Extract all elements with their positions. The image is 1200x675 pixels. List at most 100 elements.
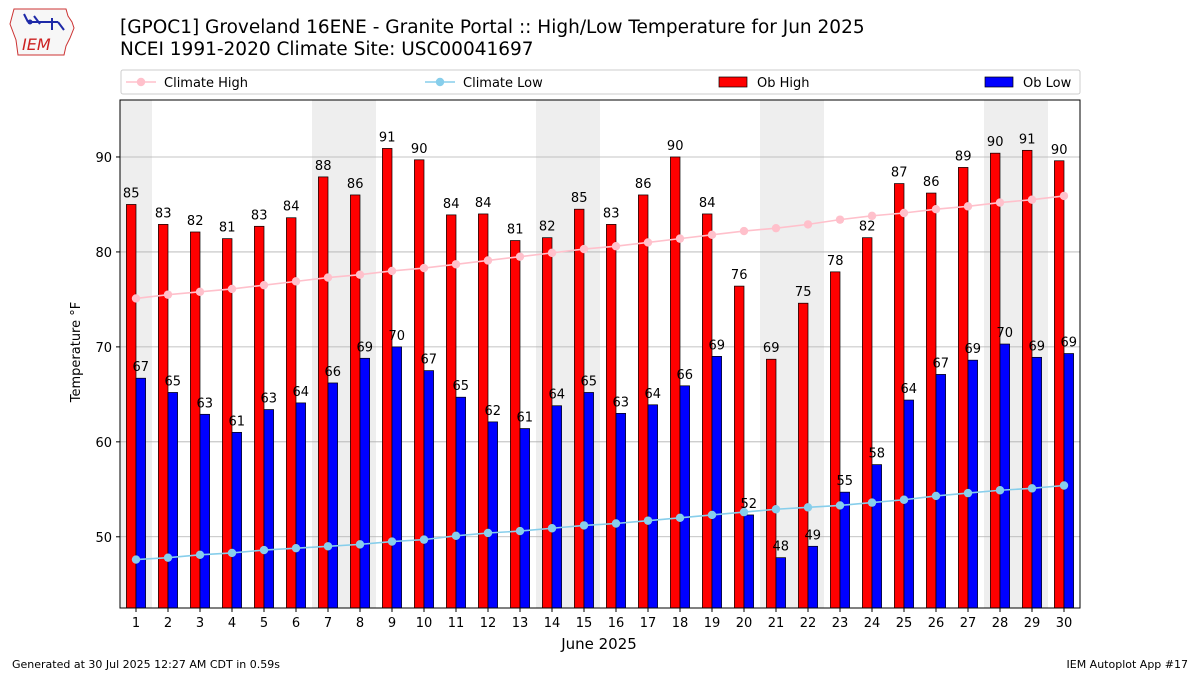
ob-high-label: 88 xyxy=(315,159,332,174)
climate-high-point xyxy=(835,215,845,224)
climate-high-point xyxy=(227,284,237,294)
ob-high-label: 85 xyxy=(123,186,140,201)
chart-subtitle: NCEI 1991-2020 Climate Site: USC00041697 xyxy=(120,39,534,60)
climate-high-point xyxy=(707,230,717,240)
climate-low-point xyxy=(835,501,845,510)
ob-high-label: 83 xyxy=(155,206,172,221)
legend-label: Ob High xyxy=(757,76,810,91)
x-tick-label: 28 xyxy=(992,616,1009,631)
ob-low-label: 67 xyxy=(133,360,150,375)
ob-low-bar xyxy=(647,404,658,609)
x-tick-label: 14 xyxy=(544,616,561,631)
ob-low-label: 61 xyxy=(229,414,246,429)
ob-high-bar xyxy=(542,237,553,609)
ob-high-label: 84 xyxy=(475,196,492,211)
x-tick-label: 27 xyxy=(960,616,977,631)
climate-high-point xyxy=(867,211,877,221)
ob-high-label: 81 xyxy=(219,221,236,236)
ob-low-bar xyxy=(679,385,690,609)
x-tick-label: 4 xyxy=(228,616,236,631)
ob-low-bar xyxy=(263,409,274,609)
ob-high-label: 76 xyxy=(731,268,748,283)
ob-high-bar xyxy=(126,204,137,609)
climate-low-point xyxy=(163,553,173,562)
climate-low-point xyxy=(195,550,205,560)
ob-high-bar xyxy=(158,224,169,609)
ob-high-bar xyxy=(958,167,969,609)
climate-high-point xyxy=(899,208,909,218)
ob-high-label: 81 xyxy=(507,223,524,238)
ob-low-bar xyxy=(359,357,370,609)
ob-low-label: 66 xyxy=(325,365,342,380)
chart-title-block: [GPOC1] Groveland 16ENE - Granite Portal… xyxy=(120,17,865,61)
ob-high-label: 86 xyxy=(923,175,940,190)
ob-low-label: 65 xyxy=(453,379,470,394)
y-axis-label: Temperature °F xyxy=(69,302,84,403)
ob-high-bar xyxy=(606,224,617,609)
ob-low-bar xyxy=(743,514,754,609)
ob-high-label: 91 xyxy=(1019,132,1036,147)
ob-low-bar xyxy=(711,356,722,609)
ob-low-bar xyxy=(199,413,210,609)
ob-high-label: 75 xyxy=(795,285,812,300)
ob-low-label: 66 xyxy=(677,368,694,383)
ob-low-label: 63 xyxy=(261,392,278,407)
ob-high-label: 90 xyxy=(411,142,428,157)
app-credit: IEM Autoplot App #17 xyxy=(1066,658,1189,671)
climate-low-point xyxy=(1027,484,1037,493)
ob-high-bar xyxy=(990,152,1001,609)
ob-high-label: 83 xyxy=(251,208,268,223)
climate-lines xyxy=(131,191,1069,564)
climate-high-point xyxy=(1027,195,1037,204)
plot-frame xyxy=(119,99,1081,609)
climate-high-point xyxy=(579,244,589,254)
x-tick-label: 30 xyxy=(1056,616,1073,631)
ob-low-bar xyxy=(423,370,434,609)
ob-high-label: 86 xyxy=(347,177,364,192)
ob-low-label: 69 xyxy=(1061,336,1078,351)
ob-low-bar xyxy=(519,428,530,609)
climate-low-point xyxy=(899,495,909,504)
ob-high-bar xyxy=(926,192,937,609)
x-tick-label: 6 xyxy=(292,616,300,631)
climate-low-point xyxy=(1059,481,1069,490)
y-tick-label: 80 xyxy=(95,246,112,261)
ob-low-label: 64 xyxy=(901,382,918,397)
ob-low-bar xyxy=(551,405,562,609)
generated-timestamp: Generated at 30 Jul 2025 12:27 AM CDT in… xyxy=(12,658,280,671)
ob-high-bar xyxy=(798,302,809,609)
climate-low-point xyxy=(963,488,973,498)
ob-low-label: 55 xyxy=(837,474,854,489)
climate-high-point xyxy=(355,270,365,279)
ob-low-bar xyxy=(295,402,306,609)
ob-low-bar xyxy=(487,421,498,609)
ob-low-label: 65 xyxy=(165,374,182,389)
climate-low-line xyxy=(135,484,1065,561)
x-tick-label: 1 xyxy=(132,616,140,631)
ob-low-bar xyxy=(967,359,978,609)
climate-low-point xyxy=(131,555,141,564)
climate-high-point xyxy=(995,198,1005,207)
ob-high-label: 84 xyxy=(443,197,460,212)
ob-low-bar xyxy=(871,464,882,609)
x-tick-label: 7 xyxy=(324,616,332,631)
climate-high-point xyxy=(963,202,973,211)
x-tick-label: 21 xyxy=(768,616,785,631)
ob-high-label: 90 xyxy=(987,135,1004,150)
climate-high-point xyxy=(803,220,813,229)
climate-low-point xyxy=(707,510,717,520)
ob-low-bar xyxy=(1031,356,1042,609)
legend-marker xyxy=(435,77,445,87)
ob-high-label: 84 xyxy=(699,196,716,211)
climate-high-point xyxy=(771,223,781,233)
climate-low-point xyxy=(355,540,365,549)
y-tick-label: 60 xyxy=(95,436,112,451)
ob-high-bar xyxy=(766,358,777,609)
gridlines xyxy=(120,156,1080,538)
ob-low-bar xyxy=(935,374,946,609)
ob-low-label: 67 xyxy=(421,353,438,368)
climate-high-point xyxy=(259,280,269,290)
climate-high-point xyxy=(1059,191,1069,201)
